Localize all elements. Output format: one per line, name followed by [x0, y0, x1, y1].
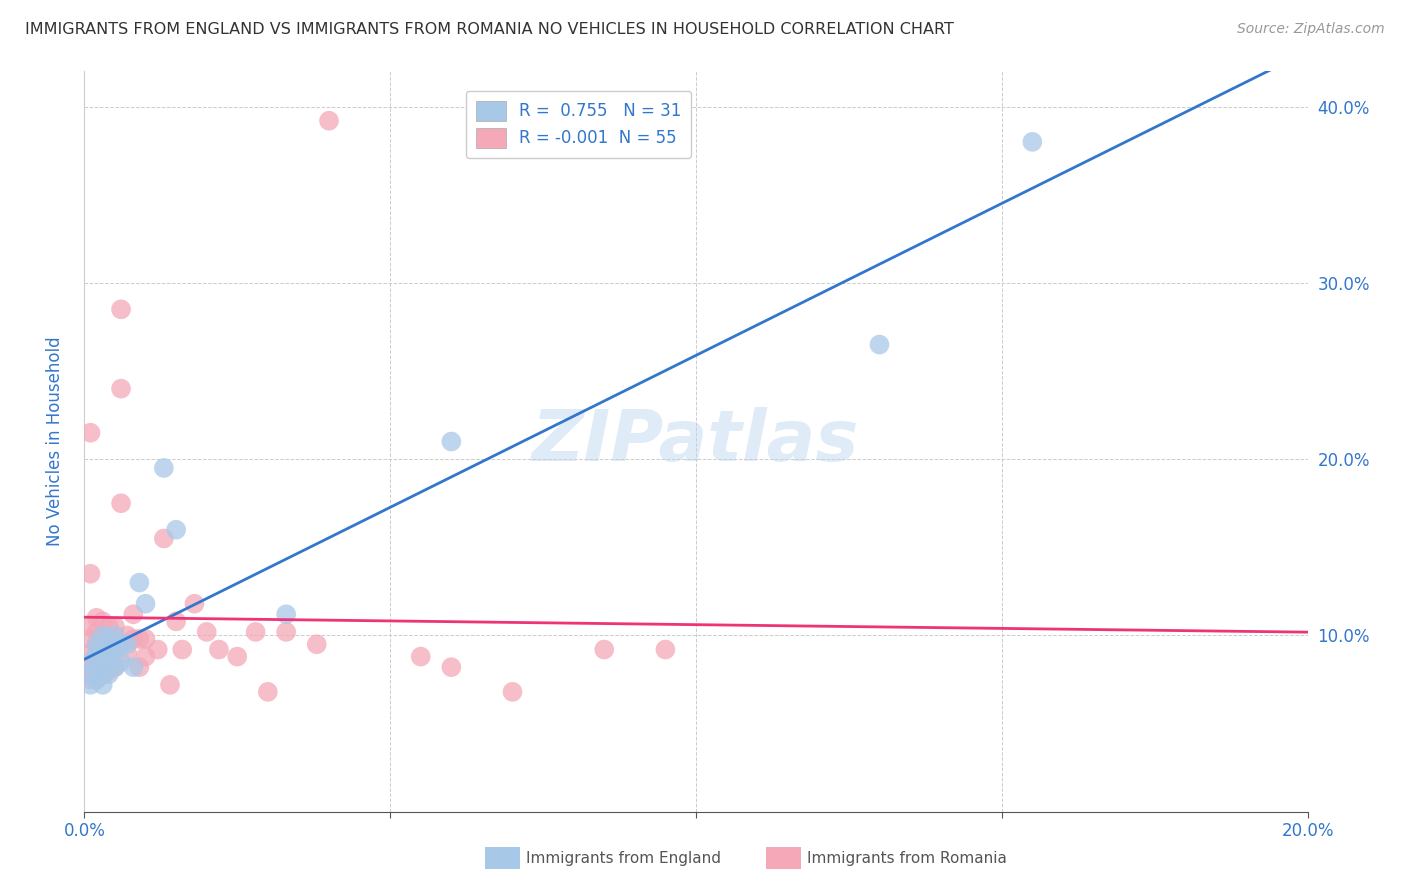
Point [135, 597, 157, 611]
Text: IMMIGRANTS FROM ENGLAND VS IMMIGRANTS FROM ROMANIA NO VEHICLES IN HOUSEHOLD CORR: IMMIGRANTS FROM ENGLAND VS IMMIGRANTS FR… [25, 22, 955, 37]
Point [128, 660, 150, 674]
Point [86, 646, 108, 660]
Point [226, 649, 249, 664]
Point [593, 642, 616, 657]
Point [104, 642, 127, 657]
Point [97, 619, 120, 633]
Point [91, 615, 114, 629]
Point [440, 660, 463, 674]
Point [79, 673, 101, 687]
Point [79, 678, 101, 692]
Point [1021, 135, 1043, 149]
Point [110, 637, 132, 651]
Point [79, 655, 101, 669]
Point [104, 619, 127, 633]
Point [305, 637, 328, 651]
Point [153, 461, 176, 475]
Point [165, 615, 187, 629]
Point [208, 642, 231, 657]
Point [122, 660, 145, 674]
Point [128, 632, 150, 646]
Point [146, 642, 169, 657]
Point [195, 624, 218, 639]
Point [440, 434, 463, 449]
Point [86, 637, 108, 651]
Point [115, 637, 138, 651]
Point [79, 619, 101, 633]
Point [115, 646, 138, 660]
Point [135, 632, 157, 646]
Point [91, 667, 114, 681]
Point [79, 632, 101, 646]
Text: ZIPatlas: ZIPatlas [533, 407, 859, 476]
Legend: R =  0.755   N = 31, R = -0.001  N = 55: R = 0.755 N = 31, R = -0.001 N = 55 [465, 91, 692, 158]
Point [110, 655, 132, 669]
Point [79, 667, 101, 681]
Point [86, 660, 108, 674]
Point [128, 575, 150, 590]
Point [276, 607, 298, 622]
Point [91, 667, 114, 681]
Point [115, 628, 138, 642]
Point [97, 667, 120, 681]
Point [276, 624, 298, 639]
Point [86, 611, 108, 625]
Point [91, 642, 114, 657]
Point [91, 678, 114, 692]
Point [165, 523, 187, 537]
Point [91, 642, 114, 657]
Point [91, 655, 114, 669]
Point [97, 632, 120, 646]
Point [86, 660, 108, 674]
Point [86, 637, 108, 651]
Point [91, 655, 114, 669]
Point [97, 664, 120, 678]
Point [122, 632, 145, 646]
Point [122, 607, 145, 622]
Point [86, 673, 108, 687]
Y-axis label: No Vehicles in Household: No Vehicles in Household [45, 336, 63, 547]
Point [91, 628, 114, 642]
Point [245, 624, 267, 639]
Point [110, 302, 132, 317]
Text: Immigrants from Romania: Immigrants from Romania [807, 851, 1007, 865]
Point [257, 685, 280, 699]
Point [91, 628, 114, 642]
Point [86, 673, 108, 687]
Point [86, 624, 108, 639]
Point [654, 642, 676, 657]
Point [104, 637, 127, 651]
Point [97, 642, 120, 657]
Point [97, 649, 120, 664]
Point [159, 678, 181, 692]
Point [79, 566, 101, 581]
Point [86, 649, 108, 664]
Text: Immigrants from England: Immigrants from England [526, 851, 721, 865]
Point [79, 646, 101, 660]
Point [869, 337, 891, 351]
Point [79, 425, 101, 440]
Point [110, 496, 132, 510]
Point [318, 113, 340, 128]
Text: Source: ZipAtlas.com: Source: ZipAtlas.com [1237, 22, 1385, 37]
Point [153, 532, 176, 546]
Point [502, 685, 524, 699]
Point [97, 655, 120, 669]
Point [110, 382, 132, 396]
Point [172, 642, 194, 657]
Point [135, 649, 157, 664]
Point [104, 660, 127, 674]
Point [79, 660, 101, 674]
Point [409, 649, 432, 664]
Point [183, 597, 205, 611]
Point [104, 660, 127, 674]
Point [97, 632, 120, 646]
Point [104, 628, 127, 642]
